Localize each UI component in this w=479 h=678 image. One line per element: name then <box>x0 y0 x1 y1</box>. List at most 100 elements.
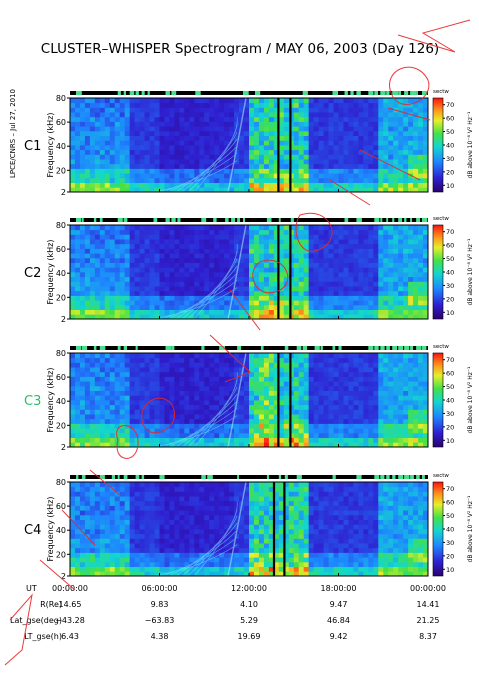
spectrogram-cell <box>224 300 230 306</box>
spectrogram-cell <box>89 400 96 406</box>
spectrogram-cell <box>423 257 429 263</box>
spectrogram-cell <box>244 353 250 359</box>
spectrogram-cell <box>348 102 354 108</box>
spectrogram-cell <box>74 529 81 535</box>
spectrogram-cell <box>363 286 369 292</box>
spectrogram-cell <box>388 159 394 165</box>
spectrogram-cell <box>224 262 230 268</box>
spectrogram-cell <box>149 381 155 387</box>
spectrogram-cell <box>234 239 240 245</box>
spectrogram-cell <box>70 281 76 287</box>
spectrogram-cell <box>159 243 165 249</box>
spectrogram-cell <box>139 135 145 141</box>
spectrogram-cell <box>303 414 310 420</box>
spectrogram-cell <box>308 304 315 310</box>
spectrogram-cell <box>303 248 310 254</box>
spectrogram-cell <box>353 423 359 429</box>
spectrogram-cell <box>268 126 275 132</box>
spectrogram-cell <box>104 168 111 174</box>
spectrogram-cell <box>204 414 210 420</box>
spectrogram-cell <box>348 309 354 315</box>
spectrogram-cell <box>253 432 260 438</box>
spectrogram-cell <box>363 290 369 296</box>
spectrogram-cell <box>338 300 344 306</box>
spectrogram-cell <box>333 145 339 151</box>
spectrogram-cell <box>219 371 225 377</box>
spectrogram-cell <box>204 177 210 183</box>
spectrogram-cell <box>278 290 285 296</box>
spectrogram-cell <box>149 168 155 174</box>
spectrogram-cell <box>134 362 141 368</box>
spectrogram-cell <box>283 290 290 296</box>
spectrogram-cell <box>84 267 91 273</box>
spectrogram-cell <box>388 381 394 387</box>
spectrogram-cell <box>234 187 240 193</box>
spectrogram-cell <box>408 257 414 263</box>
spectrogram-cell <box>313 121 320 127</box>
spectrogram-cell <box>99 423 106 429</box>
spectrogram-cell <box>278 253 285 259</box>
y-tick-label: 40 <box>56 269 66 278</box>
spectrogram-cell <box>174 130 180 136</box>
spectrogram-cell <box>273 442 280 448</box>
spectrogram-cell <box>318 400 324 406</box>
spectrogram-cell <box>328 404 334 410</box>
spectrogram-cell <box>194 400 200 406</box>
spectrogram-cell <box>408 418 414 424</box>
spectrogram-cell <box>358 239 364 245</box>
spectrogram-cell <box>348 295 354 301</box>
spectrogram-cell <box>403 121 409 127</box>
colorbar-tick-label: 20 <box>446 423 454 431</box>
spectrogram-cell <box>368 418 374 424</box>
spectrogram-cell <box>224 276 230 282</box>
spectrogram-cell <box>144 272 150 278</box>
spectrogram-cell <box>268 432 275 438</box>
spectrogram-cell <box>129 281 136 287</box>
spectrogram-cell <box>283 248 290 254</box>
spectrogram-cell <box>229 432 235 438</box>
spectrogram-cell <box>333 353 339 359</box>
spectrogram-cell <box>79 519 86 525</box>
spectrogram-cell <box>348 418 354 424</box>
spectrogram-cell <box>164 486 170 492</box>
spectrogram-cell <box>84 276 91 282</box>
spectrogram-cell <box>258 239 265 245</box>
spectrogram-cell <box>79 159 86 165</box>
spectrogram-cell <box>408 116 414 122</box>
spectrogram-cell <box>94 367 101 373</box>
spectrogram-cell <box>278 409 285 415</box>
spectrogram-cell <box>358 395 364 401</box>
spectrogram-cell <box>70 253 76 259</box>
spectrogram-cell <box>403 229 409 235</box>
spectrogram-cell <box>179 243 185 249</box>
spectrogram-cell <box>313 314 320 320</box>
spectrogram-cell <box>99 130 106 136</box>
spectrogram-cell <box>418 126 424 132</box>
spectrogram-cell <box>293 248 300 254</box>
spectrogram-cell <box>343 428 349 434</box>
spectrogram-cell <box>313 376 320 382</box>
spectrogram-cell <box>383 428 389 434</box>
spectrogram-cell <box>174 98 180 104</box>
mode-bar-segment <box>350 91 354 95</box>
spectrogram-cell <box>278 362 285 368</box>
spectrogram-cell <box>229 390 235 396</box>
spectrogram-cell <box>383 437 389 443</box>
spectrogram-cell <box>403 182 409 188</box>
spectrogram-cell <box>109 362 116 368</box>
spectrogram-cell <box>174 376 180 382</box>
spectrogram-cell <box>229 414 235 420</box>
spectrogram-cell <box>119 533 126 539</box>
spectrogram-cell <box>263 229 270 235</box>
spectrogram-cell <box>169 154 175 160</box>
spectrogram-cell <box>423 98 429 104</box>
spectrogram-cell <box>169 243 175 249</box>
spectrogram-cell <box>104 262 111 268</box>
spectrogram-cell <box>333 225 339 231</box>
spectrogram-cell <box>318 272 324 278</box>
spectrogram-cell <box>408 395 414 401</box>
spectrogram-cell <box>219 404 225 410</box>
spectrogram-cell <box>298 229 305 235</box>
spectrogram-cell <box>134 272 141 278</box>
spectrogram-cell <box>104 107 111 113</box>
